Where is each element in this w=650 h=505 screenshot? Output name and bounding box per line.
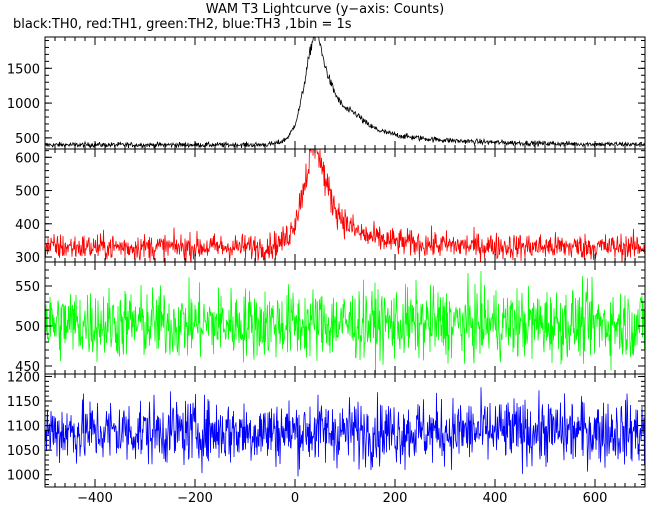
x-tick-label: 400 bbox=[483, 491, 508, 505]
series-line-th3 bbox=[45, 387, 645, 477]
series-line-th2 bbox=[45, 270, 645, 374]
y-tick-label: 600 bbox=[15, 151, 40, 166]
y-tick-label: 1100 bbox=[7, 420, 40, 435]
x-tick-label: 600 bbox=[583, 491, 608, 505]
panel-th2: 450 500 550 bbox=[15, 261, 646, 375]
x-tick-label: −400 bbox=[77, 491, 113, 505]
y-tick-label: 500 bbox=[15, 132, 40, 147]
y-tick-label: 300 bbox=[15, 251, 40, 266]
y-tick-label: 450 bbox=[15, 360, 40, 375]
chart-title: WAM T3 Lightcurve (y−axis: Counts) bbox=[206, 2, 444, 17]
x-axis: −400 −200 0 200 400 600 bbox=[77, 491, 607, 505]
panel-frame bbox=[44, 36, 646, 150]
chart-panels: 500 1000 1500 300 400 500 600 450 500 550 1000 1050… bbox=[7, 36, 646, 488]
x-tick-label: 0 bbox=[291, 491, 299, 505]
y-tick-label: 500 bbox=[15, 320, 40, 335]
chart-subtitle: black:TH0, red:TH1, green:TH2, blue:TH3 … bbox=[13, 17, 352, 32]
x-tick-label: 200 bbox=[383, 491, 408, 505]
panel-th0: 500 1000 1500 bbox=[7, 36, 646, 150]
x-tick-label: −200 bbox=[177, 491, 213, 505]
y-tick-label: 1500 bbox=[7, 62, 40, 77]
y-tick-label: 500 bbox=[15, 185, 40, 200]
panel-th3: 1000 1050 1100 1150 1200 bbox=[7, 370, 646, 488]
series-line-th1 bbox=[45, 149, 645, 262]
y-tick-label: 1000 bbox=[7, 469, 40, 484]
series-line-th0 bbox=[45, 37, 645, 149]
y-tick-label: 400 bbox=[15, 218, 40, 233]
panel-th1: 300 400 500 600 bbox=[15, 148, 646, 266]
y-tick-label: 1150 bbox=[7, 395, 40, 410]
y-tick-label: 1200 bbox=[7, 370, 40, 385]
y-tick-label: 1050 bbox=[7, 444, 40, 459]
y-tick-label: 550 bbox=[15, 280, 40, 295]
y-tick-label: 1000 bbox=[7, 97, 40, 112]
